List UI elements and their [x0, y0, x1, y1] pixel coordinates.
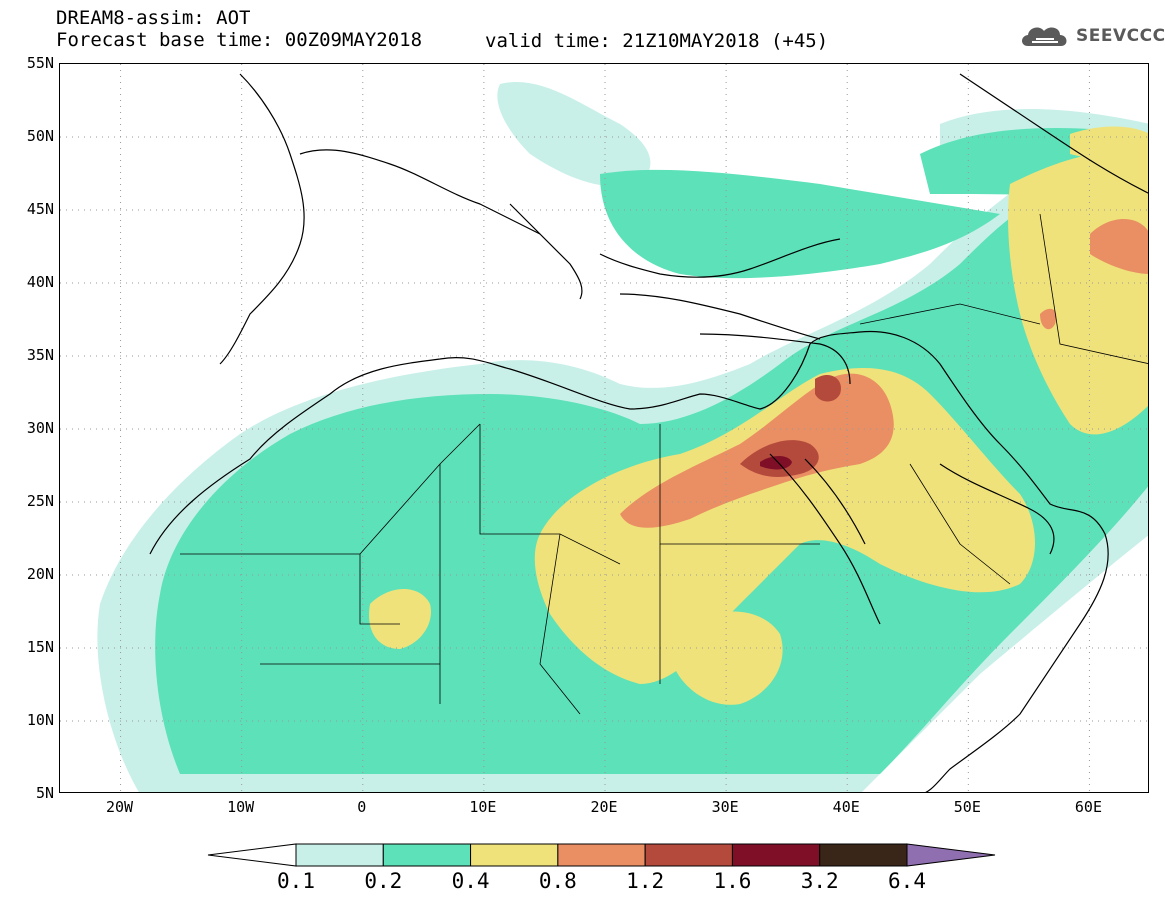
lon-tick-label: 20W: [106, 798, 134, 816]
colorbar: [207, 843, 996, 867]
colorbar-over-arrow: [906, 843, 996, 867]
cloud-icon: [1022, 27, 1067, 46]
lon-tick-label: 10E: [469, 798, 497, 816]
lon-tick-label: 0: [357, 798, 367, 816]
aot-band-0-8: [620, 219, 1148, 528]
colorbar-swatch: [819, 843, 908, 867]
lat-tick-label: 50N: [26, 127, 54, 145]
seevccc-logo: SEEVCCC: [1018, 22, 1165, 50]
colorbar-level-label: 6.4: [888, 869, 926, 893]
lat-tick-label: 35N: [26, 346, 54, 364]
lon-tick-label: 30E: [711, 798, 739, 816]
lat-tick-label: 40N: [26, 273, 54, 291]
lat-tick-label: 10N: [26, 711, 54, 729]
map-panel[interactable]: [59, 63, 1149, 793]
lat-tick-label: 15N: [26, 638, 54, 656]
lat-tick-label: 30N: [26, 419, 54, 437]
colorbar-swatch: [644, 843, 733, 867]
country-borders: [180, 213, 1148, 715]
lon-tick-label: 20E: [590, 798, 618, 816]
lat-tick-label: 25N: [26, 492, 54, 510]
lon-tick-label: 60E: [1074, 798, 1102, 816]
coastlines: [149, 73, 1148, 792]
lon-tick-label: 40E: [832, 798, 860, 816]
valid-time: valid time: 21Z10MAY2018 (+45): [485, 30, 829, 52]
colorbar-swatch: [470, 843, 559, 867]
lat-tick-label: 45N: [26, 200, 54, 218]
aot-band-1-6: [760, 456, 792, 470]
logo-text: SEEVCCC: [1076, 26, 1165, 46]
lat-tick-label: 5N: [35, 784, 54, 802]
aot-map: [60, 64, 1148, 792]
colorbar-level-label: 1.6: [713, 869, 752, 893]
colorbar-under-arrow: [207, 843, 297, 867]
lon-tick-label: 10W: [227, 798, 255, 816]
colorbar-level-label: 1.2: [626, 869, 665, 893]
colorbar-swatch: [731, 843, 821, 867]
colorbar-level-label: 0.2: [364, 869, 403, 893]
lon-tick-label: 50E: [953, 798, 981, 816]
forecast-base-time: Forecast base time: 00Z09MAY2018: [56, 29, 423, 51]
colorbar-level-label: 3.2: [800, 869, 839, 893]
colorbar-level-label: 0.4: [451, 869, 490, 893]
colorbar-swatch: [382, 843, 472, 867]
lat-tick-label: 20N: [26, 565, 54, 583]
colorbar-swatch: [295, 843, 384, 867]
colorbar-level-label: 0.8: [538, 869, 577, 893]
lat-tick-label: 55N: [26, 54, 54, 72]
colorbar-swatch: [557, 843, 646, 867]
map-title: DREAM8-assim: AOT: [56, 7, 251, 29]
colorbar-level-label: 0.1: [277, 869, 315, 893]
